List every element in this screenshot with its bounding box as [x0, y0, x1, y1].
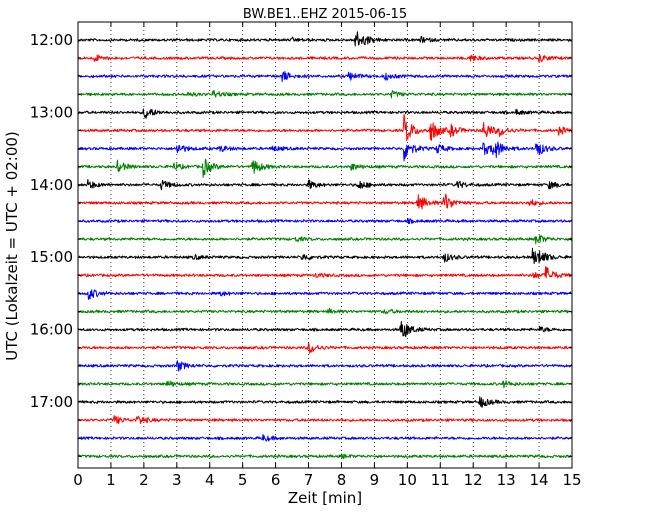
- trace-1745: [77, 453, 573, 460]
- x-axis-label: Zeit [min]: [288, 489, 362, 507]
- trace-1500: [77, 247, 573, 265]
- x-tick-label: 13: [497, 471, 516, 489]
- y-tick-label: 12:00: [30, 31, 73, 49]
- x-tick-label: 5: [238, 471, 248, 489]
- y-tick-label: 14:00: [30, 176, 73, 194]
- x-tick-label: 6: [271, 471, 281, 489]
- x-tick-label: 2: [139, 471, 149, 489]
- trace-1330: [77, 141, 573, 162]
- x-tick-label: 1: [106, 471, 116, 489]
- x-tick-label: 12: [464, 471, 483, 489]
- x-tick-label: 8: [337, 471, 347, 489]
- trace-1600: [77, 321, 573, 338]
- x-axis-ticks: 0 1 2 3 4 5 6 7 8 9 10 11 12 13 14 15: [73, 22, 582, 489]
- trace-1630: [77, 360, 573, 372]
- trace-1245: [77, 89, 573, 99]
- x-tick-label: 14: [530, 471, 549, 489]
- trace-1730: [77, 433, 573, 442]
- traces-group: [77, 31, 573, 460]
- trace-1615: [77, 342, 573, 354]
- y-axis-label: UTC (Lokalzeit = UTC + 02:00): [3, 131, 21, 361]
- chart-title: BW.BE1..EHZ 2015-06-15: [243, 7, 407, 22]
- plot-frame: [77, 21, 573, 469]
- x-tick-label: 0: [73, 471, 83, 489]
- trace-1200: [77, 31, 573, 47]
- trace-1415: [77, 193, 573, 210]
- x-tick-label: 9: [370, 471, 380, 489]
- y-tick-label: 15:00: [30, 248, 73, 266]
- x-tick-label: 3: [172, 471, 182, 489]
- trace-1230: [77, 71, 573, 83]
- trace-1315: [77, 113, 573, 141]
- trace-1300: [77, 108, 573, 119]
- plot-background: [78, 22, 572, 468]
- y-tick-label: 17:00: [30, 393, 73, 411]
- trace-1430: [77, 217, 573, 225]
- x-tick-label: 4: [205, 471, 215, 489]
- x-tick-label: 11: [431, 471, 450, 489]
- x-tick-label: 7: [304, 471, 314, 489]
- y-axis-ticks: 12:00 13:00 14:00 15:00 16:00 17:00: [30, 31, 572, 457]
- y-tick-label: 16:00: [30, 321, 73, 339]
- trace-1515: [77, 266, 572, 279]
- trace-1545: [77, 307, 573, 315]
- trace-1700: [77, 396, 573, 408]
- x-tick-label: 10: [398, 471, 417, 489]
- trace-1530: [77, 289, 573, 300]
- trace-1215: [77, 54, 573, 64]
- trace-1645: [77, 380, 573, 389]
- trace-1445: [77, 235, 573, 245]
- x-tick-label: 15: [562, 471, 581, 489]
- trace-1345: [77, 158, 573, 178]
- trace-1400: [77, 178, 573, 191]
- trace-1715: [77, 415, 573, 425]
- y-tick-label: 13:00: [30, 103, 73, 121]
